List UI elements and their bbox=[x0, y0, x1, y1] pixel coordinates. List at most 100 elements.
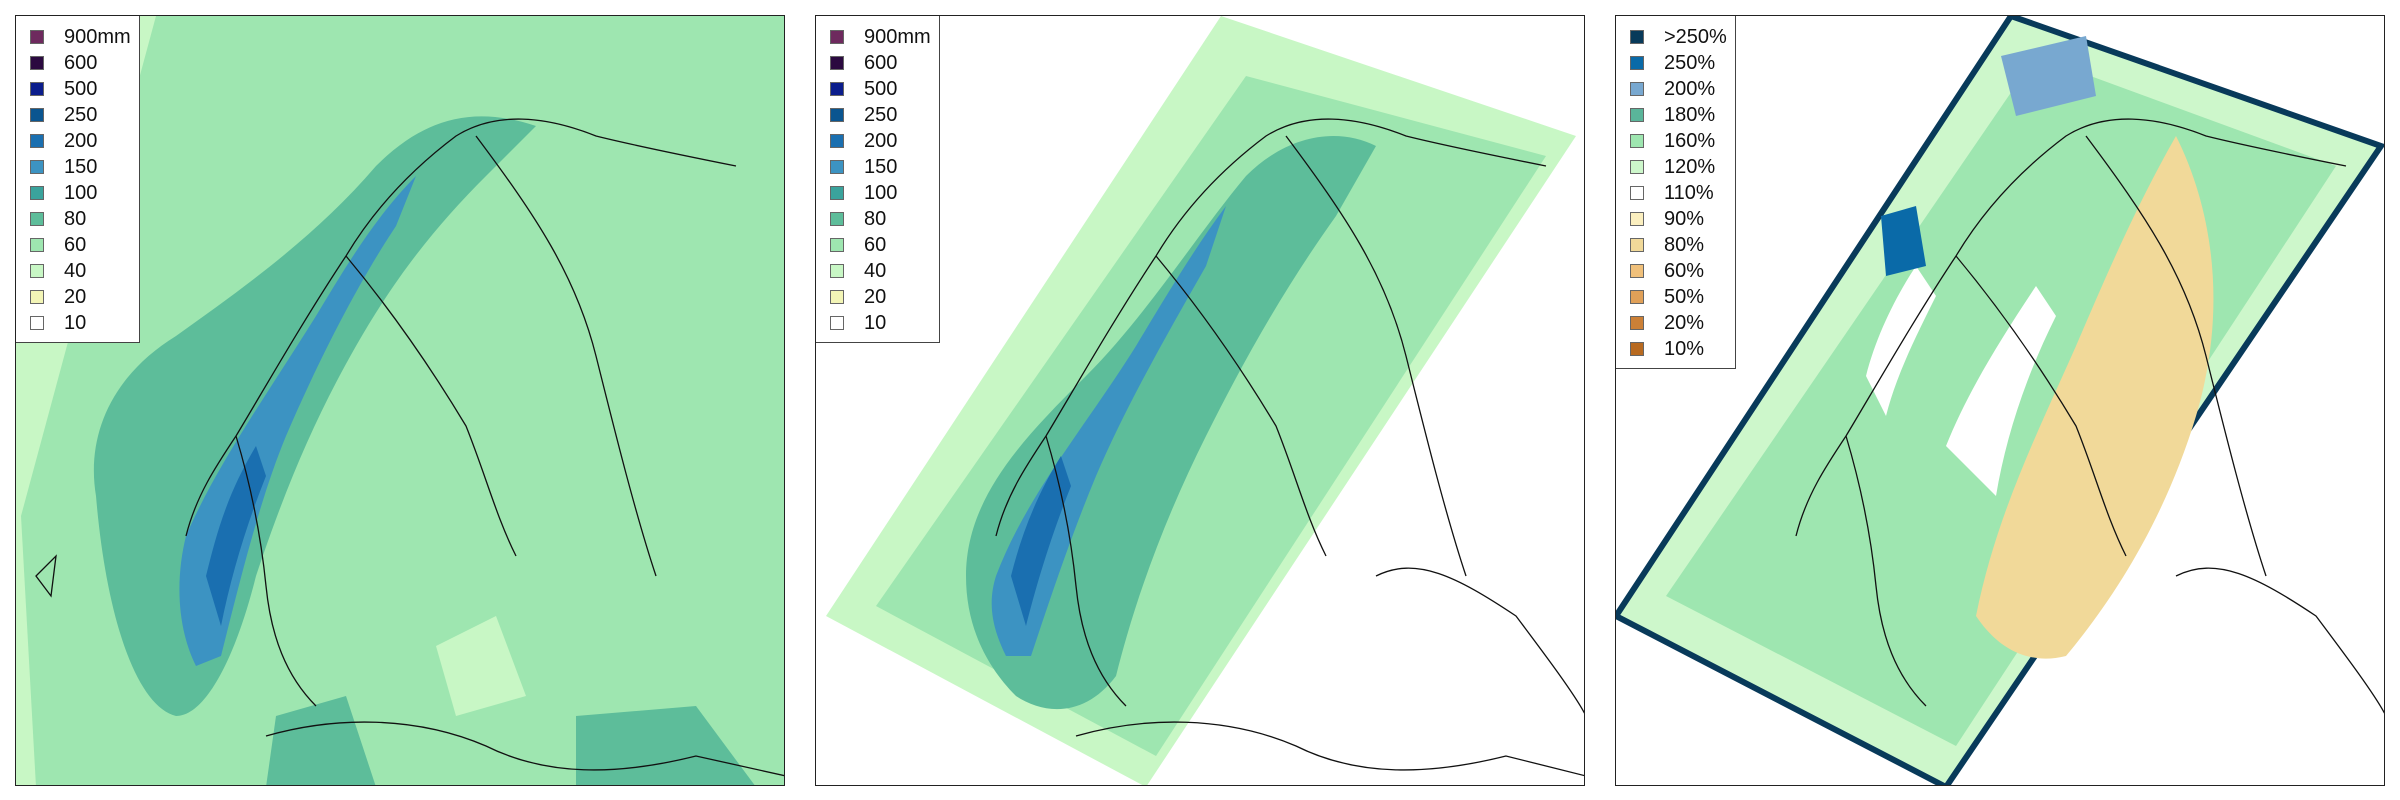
legend-label: 200 bbox=[864, 130, 898, 152]
legend-entry: 150 bbox=[30, 154, 131, 180]
legend-label: 20% bbox=[1664, 312, 1705, 334]
legend-swatch bbox=[30, 238, 44, 252]
legend-entry: 250 bbox=[830, 102, 931, 128]
legend-entry: 250% bbox=[1630, 50, 1727, 76]
legend-swatch bbox=[30, 82, 44, 96]
legend-entry: 80 bbox=[30, 206, 131, 232]
legend-swatch bbox=[1630, 160, 1644, 174]
legend-entry: 250 bbox=[30, 102, 131, 128]
legend-label: 900mm bbox=[64, 26, 131, 48]
legend-entry: 160% bbox=[1630, 128, 1727, 154]
map-panel-2: 900mm 600 500 250 200 150 100 80 60 40 20 10 bbox=[815, 15, 1585, 786]
legend-label: 600 bbox=[864, 52, 898, 74]
legend-entry: 40 bbox=[30, 258, 131, 284]
legend-swatch bbox=[1630, 108, 1644, 122]
legend-2: 900mm 600 500 250 200 150 100 80 60 40 20 10 bbox=[816, 16, 940, 343]
legend-rows-3: >250% 250% 200% 180% 160% 120% 110% 90% 80% 60% 50… bbox=[1630, 24, 1727, 362]
legend-label: 250 bbox=[64, 104, 98, 126]
legend-1: 900mm 600 500 250 200 150 100 80 60 40 20 10 bbox=[16, 16, 140, 343]
legend-swatch bbox=[30, 290, 44, 304]
legend-label: 20 bbox=[64, 286, 87, 308]
legend-swatch bbox=[1630, 238, 1644, 252]
legend-entry: 20 bbox=[30, 284, 131, 310]
legend-swatch bbox=[1630, 290, 1644, 304]
precipitation-map-2 bbox=[816, 16, 1584, 785]
legend-label: 60% bbox=[1664, 260, 1705, 282]
legend-entry: 900mm bbox=[830, 24, 931, 50]
legend-label: 40 bbox=[64, 260, 87, 282]
legend-label: 150 bbox=[864, 156, 898, 178]
legend-swatch bbox=[30, 160, 44, 174]
legend-swatch bbox=[1630, 264, 1644, 278]
legend-entry: 150 bbox=[830, 154, 931, 180]
legend-label: 900mm bbox=[864, 26, 931, 48]
legend-entry: 60 bbox=[30, 232, 131, 258]
legend-entry: 60 bbox=[830, 232, 931, 258]
legend-entry: 200 bbox=[830, 128, 931, 154]
legend-label: 500 bbox=[64, 78, 98, 100]
legend-entry: 20 bbox=[830, 284, 931, 310]
legend-label: 10 bbox=[64, 312, 87, 334]
legend-entry: 600 bbox=[830, 50, 931, 76]
legend-entry: 500 bbox=[30, 76, 131, 102]
legend-label: >250% bbox=[1664, 26, 1727, 48]
legend-swatch bbox=[30, 56, 44, 70]
legend-swatch bbox=[830, 134, 844, 148]
legend-swatch bbox=[830, 56, 844, 70]
legend-entry: 100 bbox=[30, 180, 131, 206]
legend-label: 60 bbox=[64, 234, 87, 256]
legend-entry: 10 bbox=[830, 310, 931, 336]
precipitation-map-1 bbox=[16, 16, 784, 785]
legend-entry: >250% bbox=[1630, 24, 1727, 50]
legend-swatch bbox=[1630, 82, 1644, 96]
legend-entry: 200% bbox=[1630, 76, 1727, 102]
legend-swatch bbox=[1630, 212, 1644, 226]
legend-swatch bbox=[830, 82, 844, 96]
legend-swatch bbox=[830, 238, 844, 252]
legend-entry: 60% bbox=[1630, 258, 1727, 284]
legend-label: 200% bbox=[1664, 78, 1716, 100]
legend-swatch bbox=[30, 264, 44, 278]
legend-label: 120% bbox=[1664, 156, 1716, 178]
legend-label: 500 bbox=[864, 78, 898, 100]
legend-swatch bbox=[830, 316, 844, 330]
legend-label: 80% bbox=[1664, 234, 1705, 256]
legend-entry: 40 bbox=[830, 258, 931, 284]
legend-swatch bbox=[1630, 30, 1644, 44]
legend-swatch bbox=[30, 134, 44, 148]
legend-entry: 900mm bbox=[30, 24, 131, 50]
legend-swatch bbox=[1630, 56, 1644, 70]
legend-rows-2: 900mm 600 500 250 200 150 100 80 60 40 20 10 bbox=[830, 24, 931, 336]
legend-swatch bbox=[1630, 316, 1644, 330]
legend-label: 160% bbox=[1664, 130, 1716, 152]
legend-label: 180% bbox=[1664, 104, 1716, 126]
legend-label: 80 bbox=[864, 208, 887, 230]
legend-swatch bbox=[830, 160, 844, 174]
legend-entry: 10% bbox=[1630, 336, 1727, 362]
legend-label: 100 bbox=[64, 182, 98, 204]
legend-3: >250% 250% 200% 180% 160% 120% 110% 90% 80% 60% 50… bbox=[1616, 16, 1736, 369]
legend-label: 10% bbox=[1664, 338, 1705, 360]
legend-entry: 120% bbox=[1630, 154, 1727, 180]
legend-entry: 50% bbox=[1630, 284, 1727, 310]
legend-label: 250% bbox=[1664, 52, 1716, 74]
legend-entry: 20% bbox=[1630, 310, 1727, 336]
legend-swatch bbox=[830, 264, 844, 278]
legend-swatch bbox=[30, 212, 44, 226]
legend-swatch bbox=[830, 108, 844, 122]
legend-label: 60 bbox=[864, 234, 887, 256]
legend-entry: 180% bbox=[1630, 102, 1727, 128]
legend-label: 80 bbox=[64, 208, 87, 230]
legend-swatch bbox=[830, 186, 844, 200]
legend-swatch bbox=[1630, 134, 1644, 148]
legend-label: 600 bbox=[64, 52, 98, 74]
legend-entry: 500 bbox=[830, 76, 931, 102]
legend-swatch bbox=[830, 212, 844, 226]
legend-label: 90% bbox=[1664, 208, 1705, 230]
legend-swatch bbox=[30, 30, 44, 44]
legend-entry: 600 bbox=[30, 50, 131, 76]
legend-label: 100 bbox=[864, 182, 898, 204]
legend-entry: 80% bbox=[1630, 232, 1727, 258]
legend-entry: 100 bbox=[830, 180, 931, 206]
legend-entry: 90% bbox=[1630, 206, 1727, 232]
